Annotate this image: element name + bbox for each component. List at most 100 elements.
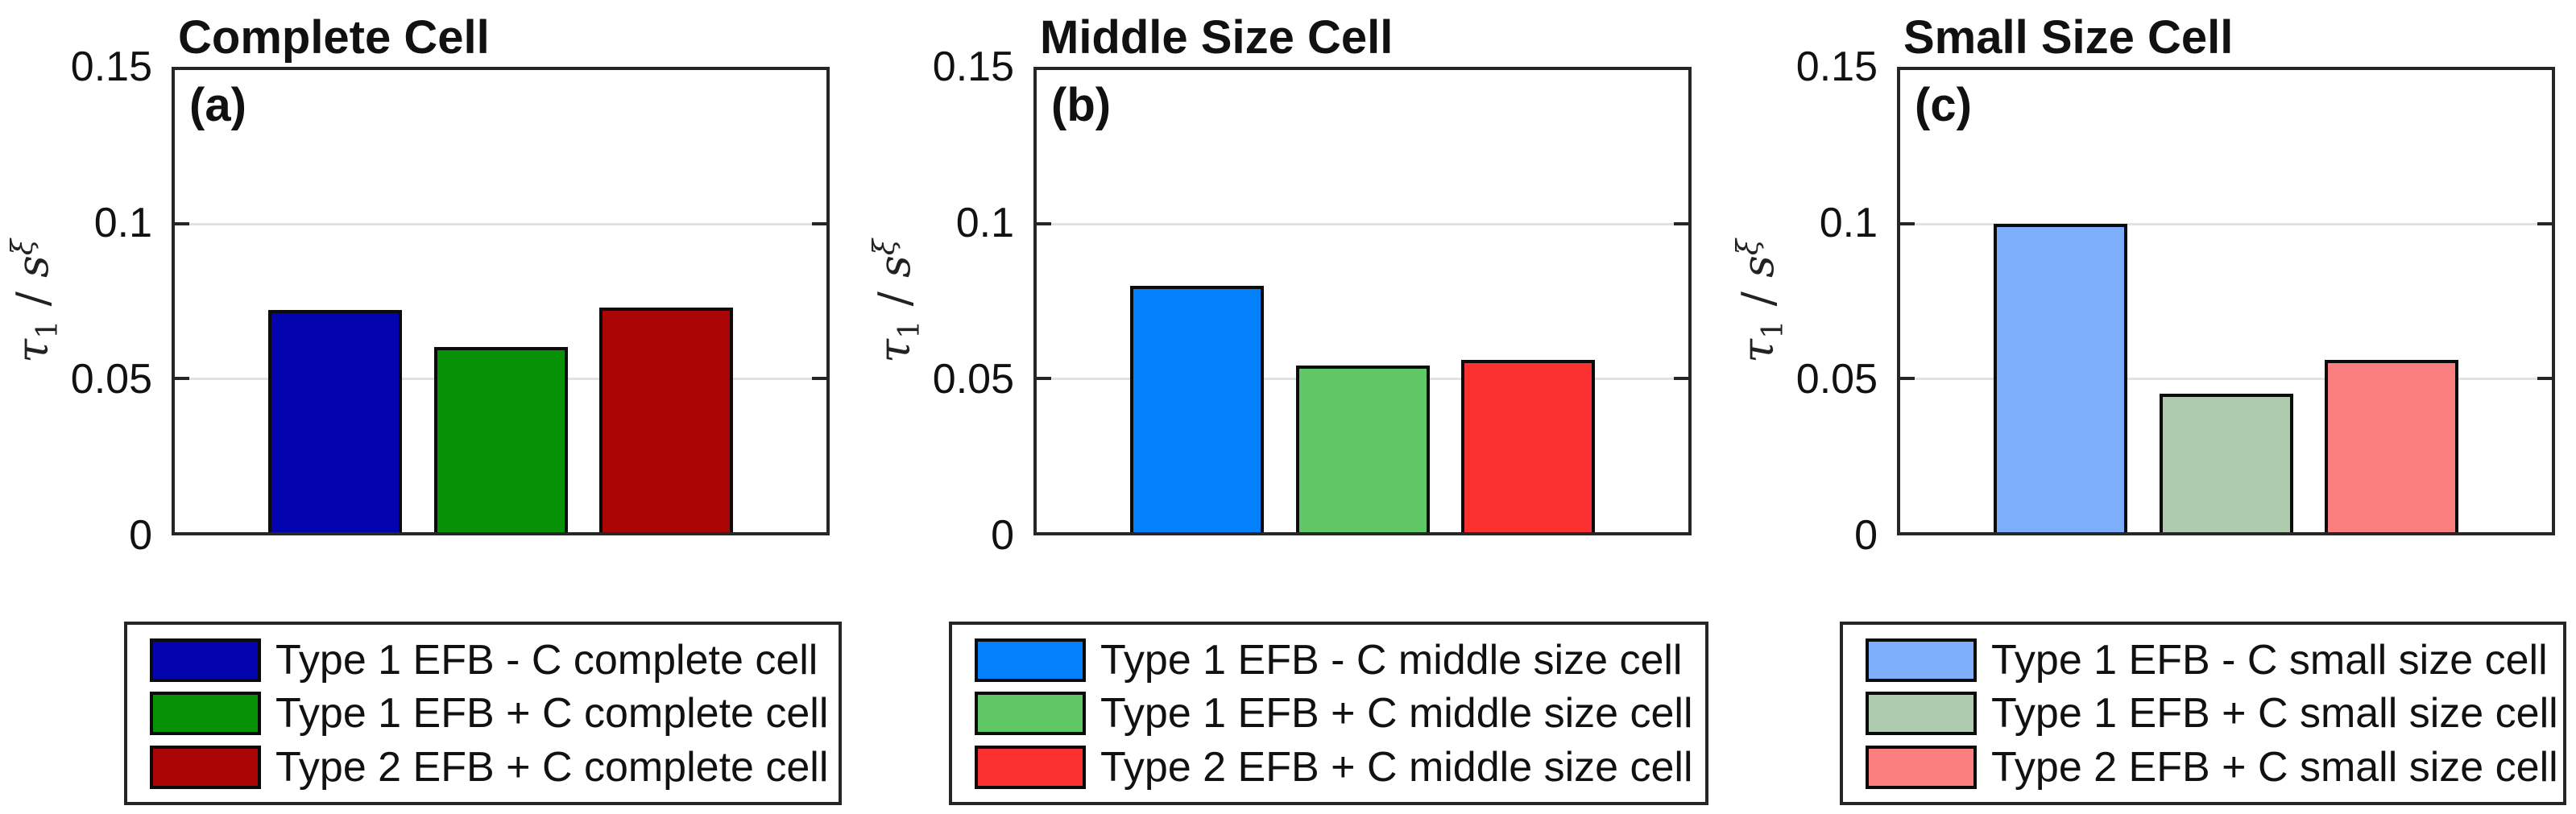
bars-group	[1900, 70, 2552, 532]
legend-swatch	[1866, 745, 1977, 789]
s-symbol: s	[7, 255, 59, 278]
tick-mark	[1900, 376, 1915, 380]
legend-swatch	[975, 638, 1086, 682]
legend-label: Type 1 EFB + C complete cell	[275, 690, 829, 737]
plot-inner: (b)	[1037, 70, 1688, 532]
tau-symbol: τ	[869, 339, 921, 363]
y-axis-label: τ1 / sξ	[1730, 67, 1790, 535]
gridline-0-05	[175, 377, 826, 380]
y-tick-label: 0.05	[932, 356, 1014, 403]
y-axis-label: τ1 / sξ	[867, 67, 926, 535]
legend-label: Type 1 EFB + C small size cell	[1991, 690, 2558, 737]
divide-slash: /	[1733, 291, 1784, 307]
tick-mark	[812, 376, 826, 380]
y-tick-label: 0.1	[955, 199, 1014, 246]
bar-type1-minus-c	[268, 310, 402, 532]
tick-mark	[1037, 376, 1051, 380]
panel-letter: (c)	[1915, 79, 1972, 131]
tick-mark	[1674, 376, 1688, 380]
legend-entry: Type 1 EFB + C complete cell	[150, 692, 839, 735]
legend-entry: Type 2 EFB + C complete cell	[150, 743, 839, 791]
tau-symbol: τ	[1733, 339, 1784, 363]
legend-label: Type 2 EFB + C small size cell	[1991, 743, 2558, 791]
legend-swatch	[150, 638, 261, 682]
y-tick-label: 0.15	[1795, 43, 1878, 90]
legend-box: Type 1 EFB - C small size cell Type 1 EF…	[1840, 622, 2566, 805]
legend-label: Type 1 EFB + C middle size cell	[1100, 690, 1693, 737]
legend-entry: Type 1 EFB - C middle size cell	[975, 638, 1705, 682]
legend-label: Type 2 EFB + C middle size cell	[1100, 743, 1693, 791]
legend-swatch	[1866, 638, 1977, 682]
y-axis-label: τ1 / sξ	[5, 67, 64, 535]
y-axis-ticks: 0.15 0.1 0.05 0	[885, 43, 1014, 559]
chart-title: Middle Size Cell	[1040, 11, 1394, 64]
y-tick-label: 0	[1854, 512, 1878, 559]
y-tick-label: 0.15	[70, 43, 152, 90]
y-axis-label-text: τ1 / sξ	[867, 239, 926, 363]
y-tick-label: 0.05	[70, 356, 152, 403]
panel-letter: (b)	[1051, 79, 1112, 131]
y-tick-label: 0.1	[1819, 199, 1878, 246]
legend-label: Type 1 EFB - C middle size cell	[1100, 636, 1683, 684]
tick-mark	[812, 222, 826, 226]
bars-group	[1037, 70, 1688, 532]
bar-type1-plus-c	[2159, 393, 2293, 532]
bar-type2-plus-c	[1461, 359, 1595, 532]
tick-mark	[2537, 222, 2552, 226]
s-superscript: ξ	[5, 239, 40, 256]
legend-swatch	[975, 745, 1086, 789]
y-tick-label: 0.05	[1795, 356, 1878, 403]
panel-letter: (a)	[189, 79, 246, 131]
gridline-0-05	[1900, 377, 2552, 380]
legend-swatch	[150, 692, 261, 735]
legend-swatch	[1866, 692, 1977, 735]
gridline-0-1	[1900, 223, 2552, 226]
bar-type2-plus-c	[2325, 359, 2458, 532]
legend-entry: Type 1 EFB - C complete cell	[150, 638, 839, 682]
bar-type2-plus-c	[599, 307, 733, 532]
legend-swatch	[975, 692, 1086, 735]
plot-area: (a)	[172, 67, 830, 535]
legend-entry: Type 1 EFB - C small size cell	[1866, 638, 2563, 682]
chart-title: Small Size Cell	[1903, 11, 2234, 64]
tau-subscript: 1	[29, 320, 64, 340]
plot-area: (b)	[1033, 67, 1692, 535]
plot-area: (c)	[1897, 67, 2555, 535]
legend-label: Type 2 EFB + C complete cell	[275, 743, 829, 791]
tick-mark	[175, 222, 189, 226]
legend-entry: Type 2 EFB + C middle size cell	[975, 743, 1705, 791]
bar-type1-minus-c	[1130, 285, 1264, 532]
bar-type1-plus-c	[1295, 366, 1430, 532]
tau-subscript: 1	[891, 320, 926, 340]
legend-box: Type 1 EFB - C middle size cell Type 1 E…	[949, 622, 1708, 805]
s-symbol: s	[869, 255, 921, 278]
chart-title: Complete Cell	[178, 11, 490, 64]
y-tick-label: 0.15	[932, 43, 1014, 90]
gridline-0-05	[1037, 377, 1688, 380]
s-symbol: s	[1733, 255, 1784, 278]
y-axis-ticks: 0.15 0.1 0.05 0	[23, 43, 152, 559]
y-tick-label: 0	[129, 512, 152, 559]
legend-box: Type 1 EFB - C complete cell Type 1 EFB …	[124, 622, 842, 805]
bar-type1-plus-c	[433, 347, 568, 532]
legend-label: Type 1 EFB - C small size cell	[1991, 636, 2548, 684]
bar-type1-minus-c	[1994, 224, 2127, 532]
y-axis-ticks: 0.15 0.1 0.05 0	[1749, 43, 1878, 559]
gridline-0-1	[1037, 223, 1688, 226]
y-axis-label-text: τ1 / sξ	[1730, 239, 1790, 363]
s-superscript: ξ	[1730, 239, 1766, 256]
y-tick-label: 0	[991, 512, 1014, 559]
gridline-0-1	[175, 223, 826, 226]
tick-mark	[1900, 222, 1915, 226]
s-superscript: ξ	[867, 239, 902, 256]
legend-swatch	[150, 745, 261, 789]
tick-mark	[1037, 222, 1051, 226]
plot-inner: (a)	[175, 70, 826, 532]
tick-mark	[1674, 222, 1688, 226]
plot-inner: (c)	[1900, 70, 2552, 532]
y-tick-label: 0.1	[93, 199, 152, 246]
tau-symbol: τ	[7, 339, 59, 363]
